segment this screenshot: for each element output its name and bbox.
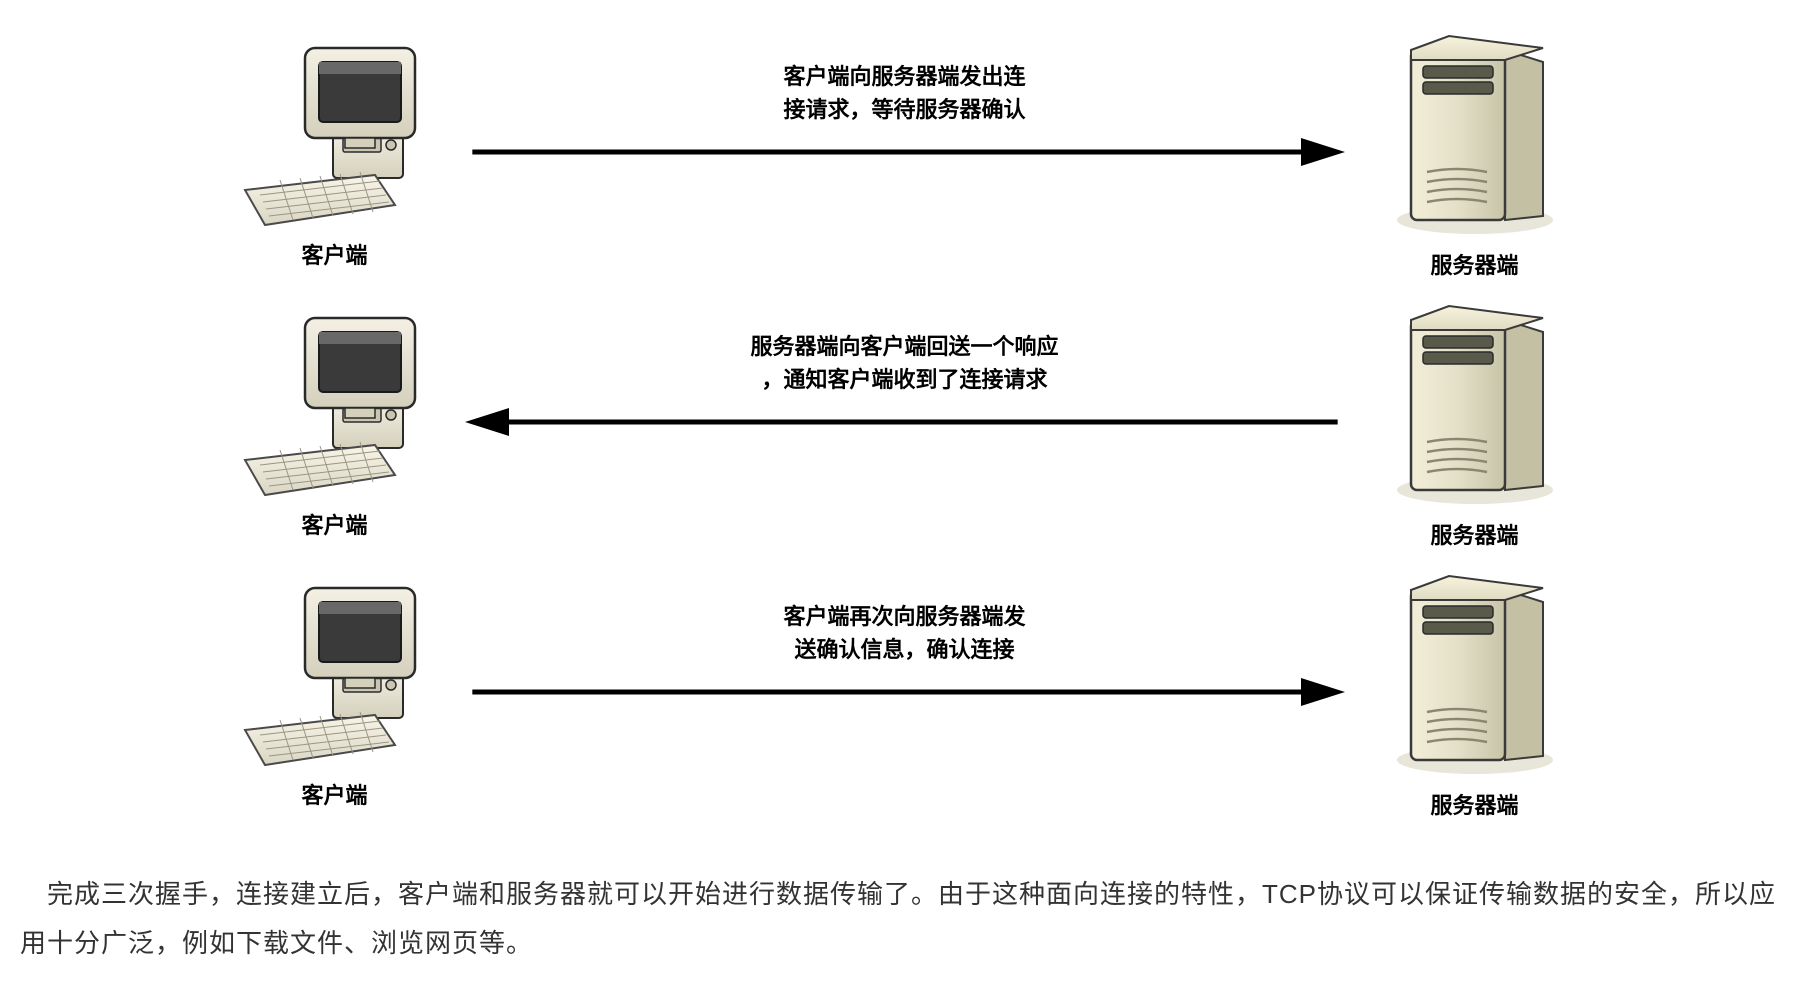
client-label: 客户端 xyxy=(301,508,367,540)
handshake-row-3: 客户端 客户端再次向服务器端发 送确认信息，确认连接 xyxy=(205,560,1605,820)
arrow-left-icon xyxy=(465,402,1345,442)
arrow-label-2: 服务器端向客户端回送一个响应 ，通知客户端收到了连接请求 xyxy=(750,330,1058,396)
diagram-caption: 完成三次握手，连接建立后，客户端和服务器就可以开始进行数据传输了。由于这种面向连… xyxy=(20,870,1789,969)
computer-icon xyxy=(225,30,445,230)
server-label: 服务器端 xyxy=(1430,788,1518,820)
client-label: 客户端 xyxy=(301,238,367,270)
handshake-row-1: 客户端 客户端向服务器端发出连 接请求，等待服务器确认 xyxy=(205,20,1605,280)
computer-icon xyxy=(225,300,445,500)
server-icon xyxy=(1375,290,1575,510)
server-node-3: 服务器端 xyxy=(1345,560,1605,820)
arrow-label-1: 客户端向服务器端发出连 接请求，等待服务器确认 xyxy=(783,60,1025,126)
handshake-diagram: 客户端 客户端向服务器端发出连 接请求，等待服务器确认 xyxy=(205,20,1605,820)
server-label: 服务器端 xyxy=(1430,518,1518,550)
client-node-1: 客户端 xyxy=(205,30,465,270)
arrow-right-icon xyxy=(465,672,1345,712)
server-icon xyxy=(1375,560,1575,780)
arrow-zone-2: 服务器端向客户端回送一个响应 ，通知客户端收到了连接请求 xyxy=(465,310,1345,530)
handshake-row-2: 客户端 服务器端向客户端回送一个响应 ，通知客户端收到了连接请求 xyxy=(205,290,1605,550)
computer-icon xyxy=(225,570,445,770)
arrow-zone-3: 客户端再次向服务器端发 送确认信息，确认连接 xyxy=(465,580,1345,800)
arrow-zone-1: 客户端向服务器端发出连 接请求，等待服务器确认 xyxy=(465,40,1345,260)
arrow-right-icon xyxy=(465,132,1345,172)
client-node-3: 客户端 xyxy=(205,570,465,810)
client-label: 客户端 xyxy=(301,778,367,810)
client-node-2: 客户端 xyxy=(205,300,465,540)
arrow-label-3: 客户端再次向服务器端发 送确认信息，确认连接 xyxy=(783,600,1025,666)
server-icon xyxy=(1375,20,1575,240)
server-node-2: 服务器端 xyxy=(1345,290,1605,550)
server-node-1: 服务器端 xyxy=(1345,20,1605,280)
server-label: 服务器端 xyxy=(1430,248,1518,280)
